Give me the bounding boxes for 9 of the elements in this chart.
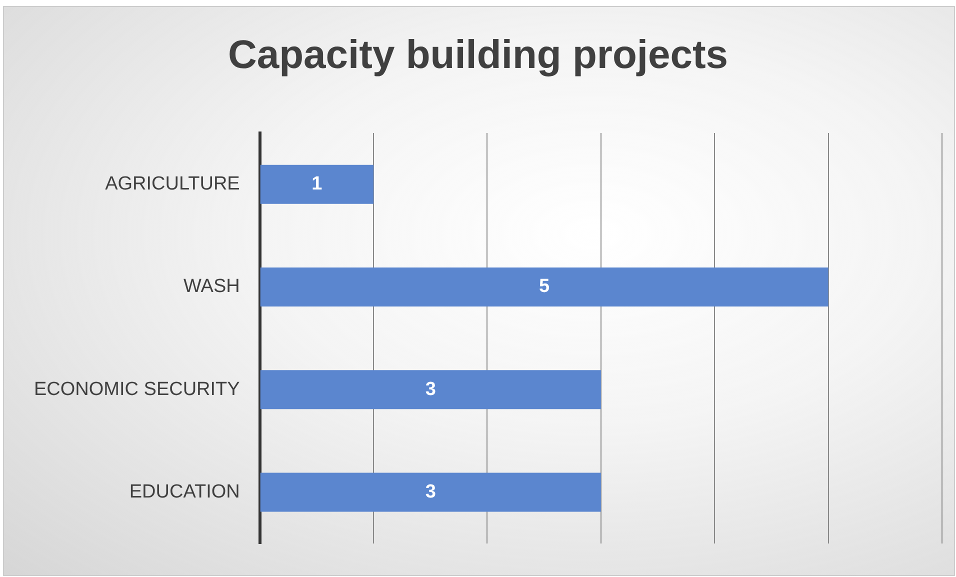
data-label: 1 [312,174,323,195]
chart-title: Capacity building projects [228,33,728,78]
y-tick-label: AGRICULTURE [105,174,240,195]
y-tick-label: WASH [184,276,240,298]
y-tick-label: ECONOMIC SECURITY [34,378,240,400]
data-label: 3 [425,482,436,503]
data-label: 5 [539,276,550,298]
y-tick-label: EDUCATION [129,482,240,503]
data-label: 3 [425,378,436,400]
